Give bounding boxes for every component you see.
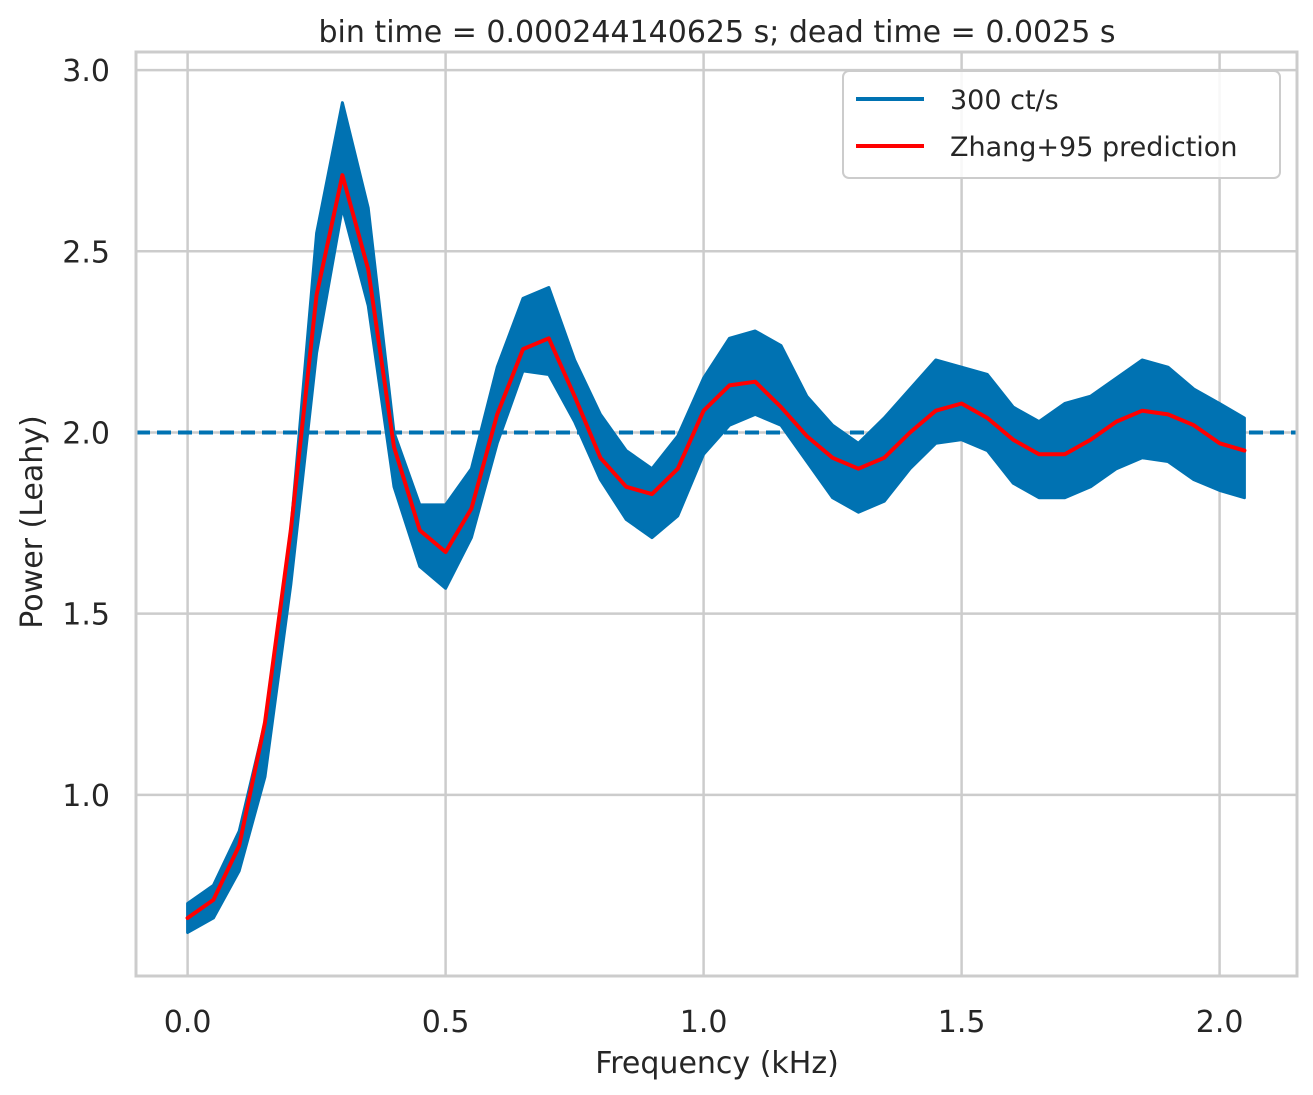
x-axis-label: Frequency (kHz) <box>595 1046 839 1081</box>
y-tick-label: 1.0 <box>62 779 110 814</box>
x-tick-label: 1.5 <box>938 1005 986 1040</box>
series-zhang-prediction-line <box>185 173 1247 920</box>
y-tick-label: 1.5 <box>62 598 110 633</box>
x-tick-label: 0.0 <box>164 1005 212 1040</box>
y-tick-labels: 1.0 1.5 2.0 2.5 3.0 <box>62 54 110 814</box>
legend: 300 ct/s Zhang+95 prediction <box>842 70 1281 179</box>
legend-label-300-cts: 300 ct/s <box>950 85 1059 116</box>
series-300-cts-band <box>186 101 1246 934</box>
series-layer <box>185 101 1247 934</box>
x-tick-labels: 0.0 0.5 1.0 1.5 2.0 <box>164 1005 1244 1040</box>
x-tick-label: 2.0 <box>1196 1005 1244 1040</box>
chart-title: bin time = 0.000244140625 s; dead time =… <box>319 15 1116 50</box>
x-tick-label: 1.0 <box>680 1005 728 1040</box>
legend-label-zhang-prediction: Zhang+95 prediction <box>950 132 1237 163</box>
x-tick-label: 0.5 <box>422 1005 470 1040</box>
plot-frame <box>134 50 1299 978</box>
legend-box <box>842 70 1281 179</box>
y-axis-label: Power (Leahy) <box>15 415 50 628</box>
y-tick-label: 3.0 <box>62 54 110 89</box>
y-tick-label: 2.5 <box>62 235 110 270</box>
grid <box>136 52 1297 976</box>
y-tick-label: 2.0 <box>62 416 110 451</box>
